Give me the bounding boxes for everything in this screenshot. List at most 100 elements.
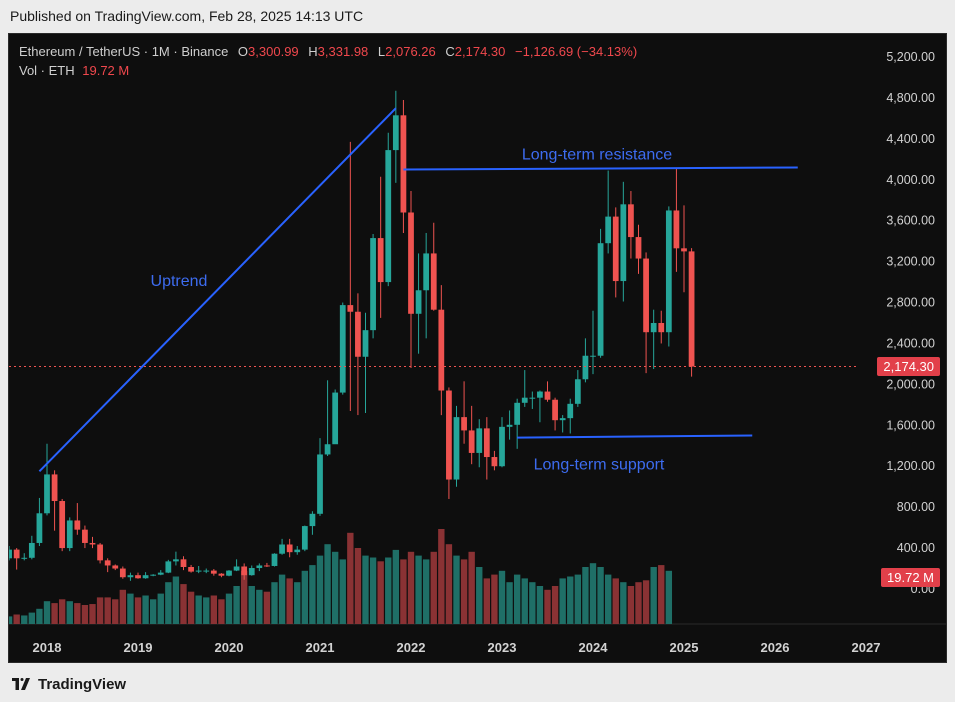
candle-body [347,305,354,312]
volume-bar [172,576,180,624]
legend-o-label: O [237,44,249,59]
y-tick-label: 5,200.00 [886,50,935,64]
candle-body [66,520,73,549]
volume-bar [203,597,210,624]
volume-bar [574,574,582,624]
volume-bar [567,576,574,624]
candle-body [21,557,28,559]
legend-symbol[interactable]: Ethereum / TetherUS · 1M · Binance [19,44,229,59]
candle-body [294,549,301,553]
x-tick-label: 2020 [215,640,244,655]
y-tick-label: 2,400.00 [886,336,935,350]
candle-body [628,204,634,238]
candle-body [461,417,467,431]
volume-bar [453,555,460,624]
candle-body [218,573,225,576]
legend-vol-value: 19.72 M [82,63,130,78]
footer-brand-name: TradingView [38,676,127,693]
candle-body [203,570,210,572]
candle-body [392,115,399,151]
volume-bar [316,555,324,624]
legend-row-price: Ethereum / TetherUS · 1M · Binance O3,30… [19,42,637,61]
volume-bar [294,582,301,624]
volume-bar [415,555,422,624]
legend-close-value: 2,174.30 [454,44,506,59]
candle-body [574,379,581,404]
candle-body [665,210,672,333]
volume-bar [544,589,551,624]
volume-bar [43,601,51,624]
volume-bar [149,599,157,624]
chart-panel[interactable]: 5,200.00 4,800.00 4,400.00 4,000.00 3,600.00… [8,33,947,663]
candle-body [544,391,551,400]
volume-bar [324,544,331,624]
candle-body [620,204,627,282]
candle-body [135,575,141,579]
y-tick-label: 400.00 [897,541,935,555]
volume-bar [58,599,66,624]
volume-bar [612,578,619,624]
volume-bar [438,529,445,624]
candle-body [438,309,445,391]
candle-body [332,392,339,445]
volume-bar [354,548,362,624]
volume-bar [13,614,20,624]
legend-h-label: H [308,44,318,59]
candle-body [499,426,505,467]
volume-bar [377,561,384,624]
candle-body [241,566,248,576]
candle-body [74,520,81,530]
volume-bar [589,563,597,624]
volume-bar [627,586,635,624]
legend-open-value: 3,300.99 [248,44,299,59]
volume-bar [104,597,111,624]
legend-vol-label[interactable]: Vol · ETH [19,63,75,78]
candle-body [658,323,665,333]
candle-body [317,454,323,514]
volume-bar [400,559,407,624]
volume-bar [9,616,13,624]
x-tick-label: 2019 [124,640,153,655]
volume-bar [28,612,36,624]
candle-body [355,311,361,357]
legend-row-volume: Vol · ETH 19.72 M [19,61,637,80]
candle-body [173,559,179,562]
candle-body [112,565,119,569]
candle-body [9,549,12,559]
price-chart[interactable]: 5,200.00 4,800.00 4,400.00 4,000.00 3,600.00… [9,34,946,662]
y-tick-label: 1,600.00 [886,418,935,432]
candle-body [453,417,460,480]
candle-body [521,397,528,403]
footer-brand[interactable]: TradingView [10,676,126,693]
volume-bar [521,578,528,624]
candle-body [415,290,422,314]
volume-bar [51,603,58,624]
volume-bar [491,574,498,624]
chart-legend: Ethereum / TetherUS · 1M · Binance O3,30… [19,42,637,80]
current-volume-tag: 19.72 M [881,568,940,587]
x-tick-label: 2021 [306,640,335,655]
annotation-label: Long-term support [534,457,665,474]
legend-low-value: 2,076.26 [385,44,436,59]
candle-body [271,553,278,566]
candle-body [590,355,596,357]
candle-body [537,391,543,398]
candle-body [233,566,240,571]
annotation-line [403,166,798,171]
volume-bar [658,565,665,624]
candle-body [491,457,498,467]
candle-body [688,251,695,367]
volume-bar [286,578,293,624]
volume-bar [476,567,483,624]
candle-body [643,258,649,333]
volume-bar [96,597,104,624]
candle-body [248,568,255,576]
volume-bar [513,574,521,624]
volume-bar [187,591,195,624]
volume-bar [233,586,240,624]
volume-bar [407,551,415,624]
x-tick-label: 2026 [761,640,790,655]
volume-bar [309,565,316,624]
candle-body [408,212,414,314]
candle-body [210,570,217,574]
